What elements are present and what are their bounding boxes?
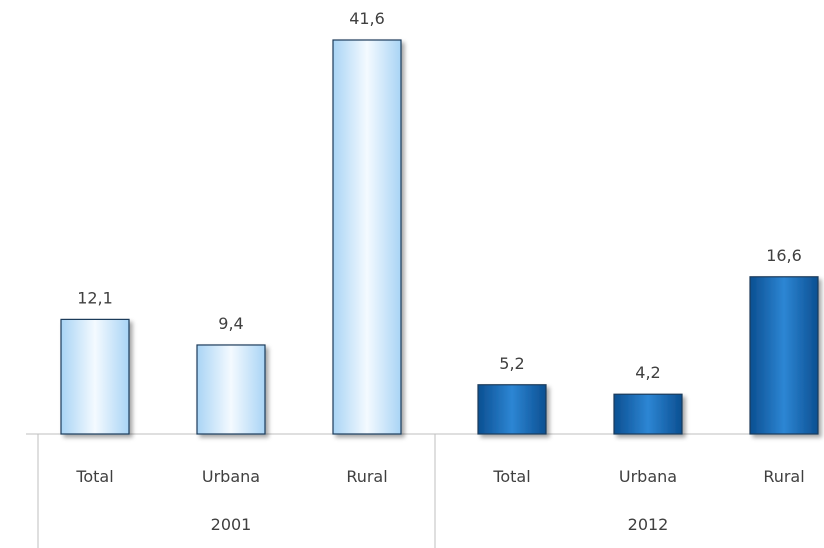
value-label-2001-urbana: 9,4	[218, 314, 243, 333]
value-label-2012-total: 5,2	[499, 354, 524, 373]
value-label-2012-urbana: 4,2	[635, 363, 660, 382]
value-label-2001-total: 12,1	[77, 288, 113, 307]
bar-2012-urbana	[613, 393, 683, 435]
bar-2001-total	[60, 318, 130, 435]
bar-2001-rural	[332, 39, 402, 435]
category-label-2012-total: Total	[492, 467, 530, 486]
group-label-2001: 2001	[211, 515, 252, 534]
bar-2001-urbana	[196, 344, 266, 435]
category-label-2001-urbana: Urbana	[202, 467, 260, 486]
bar-2012-rural	[749, 276, 819, 435]
value-label-2012-rural: 16,6	[766, 246, 802, 265]
bar-2012-total	[477, 384, 547, 435]
labels: 12,1 Total 9,4 Urbana 41,6 Rural 2001 5,2 Total 4…	[75, 9, 804, 534]
category-label-2012-urbana: Urbana	[619, 467, 677, 486]
value-label-2001-rural: 41,6	[349, 9, 385, 28]
category-label-2001-rural: Rural	[346, 467, 387, 486]
category-label-2001-total: Total	[75, 467, 113, 486]
category-label-2012-rural: Rural	[763, 467, 804, 486]
group-label-2012: 2012	[628, 515, 669, 534]
bars	[60, 39, 819, 435]
axis-lines	[26, 433, 816, 548]
